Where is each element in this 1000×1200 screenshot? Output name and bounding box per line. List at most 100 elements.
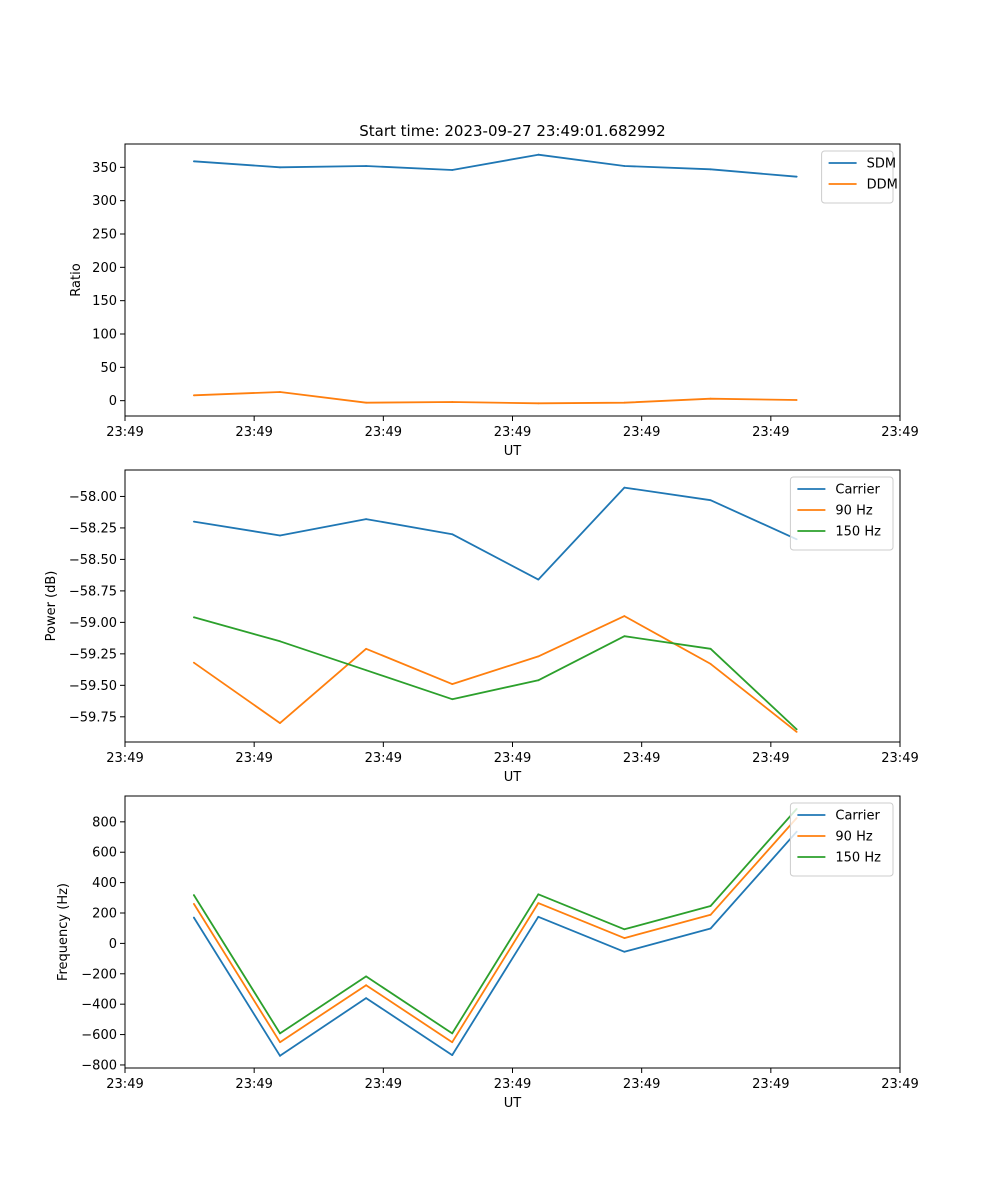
data-point-sdm	[795, 175, 798, 178]
data-point-90-hz	[192, 661, 195, 664]
x-tick-label: 23:49	[623, 425, 660, 440]
data-point-ddm	[795, 399, 798, 401]
y-tick-label: −58.25	[69, 521, 117, 536]
data-point-90-hz	[537, 902, 540, 905]
data-point-sdm	[192, 160, 195, 163]
data-point-90-hz	[279, 722, 281, 725]
x-tick-label: 23:49	[623, 751, 660, 766]
chart-3: 23:49 23:49 23:49 23:49 23:49 23:49 23:49 800 60…	[56, 795, 919, 1111]
y-tick-label: 200	[92, 261, 117, 276]
series-line-sdm	[193, 153, 797, 178]
data-point-150-hz	[709, 905, 712, 907]
x-tick-label: 23:49	[106, 751, 143, 766]
y-tick-label: −59.75	[69, 710, 117, 725]
legend: Carrier 90 Hz 150 Hz	[789, 802, 894, 877]
y-axis-label: Ratio	[69, 263, 84, 296]
data-point-150-hz	[365, 669, 368, 672]
y-axis-label: Power (dB)	[44, 571, 59, 642]
data-point-150-hz	[451, 698, 454, 701]
axes-frame	[124, 469, 901, 743]
y-tick-label: −58.50	[69, 553, 117, 568]
axes-frame	[124, 795, 901, 1069]
legend-label: 90 Hz	[835, 830, 872, 845]
data-point-carrier	[279, 534, 281, 537]
data-point-150-hz	[279, 1032, 281, 1035]
y-tick-label: −58.00	[69, 490, 117, 505]
x-tick-label: 23:49	[494, 751, 531, 766]
data-point-sdm	[537, 153, 540, 156]
data-point-carrier	[192, 916, 195, 919]
data-point-sdm	[365, 165, 368, 167]
y-tick-label: 600	[92, 846, 117, 861]
data-point-carrier	[451, 1054, 454, 1056]
data-point-150-hz	[537, 679, 540, 682]
chart-2: 23:49 23:49 23:49 23:49 23:49 23:49 23:49 −58.0…	[44, 469, 919, 785]
data-point-carrier	[192, 520, 195, 523]
data-point-sdm	[451, 169, 454, 171]
legend-label: DDM	[867, 178, 898, 193]
legend-box	[821, 150, 894, 204]
x-tick-label: 23:49	[106, 1077, 143, 1092]
x-tick-label: 23:49	[235, 1077, 272, 1092]
x-tick-label: 23:49	[752, 1077, 789, 1092]
data-point-90-hz	[795, 731, 798, 733]
y-tick-label: −59.25	[69, 647, 117, 662]
data-point-150-hz	[709, 647, 712, 650]
y-tick-label: 100	[92, 328, 117, 343]
data-point-150-hz	[192, 894, 195, 896]
y-tick-label: −59.50	[69, 679, 117, 694]
data-point-sdm	[279, 166, 281, 169]
axes-frame	[124, 143, 901, 417]
x-tick-label: 23:49	[752, 425, 789, 440]
data-point-150-hz	[192, 616, 195, 619]
x-tick-label: 23:49	[235, 425, 272, 440]
x-tick-label: 23:49	[106, 425, 143, 440]
y-tick-label: −58.75	[69, 584, 117, 599]
x-tick-label: 23:49	[623, 1077, 660, 1092]
data-point-ddm	[192, 394, 195, 397]
y-tick-label: −200	[81, 967, 117, 982]
y-tick-label: 250	[92, 228, 117, 243]
series-line-carrier	[193, 831, 798, 1057]
legend-label: 90 Hz	[835, 504, 872, 519]
y-tick-label: 350	[92, 161, 117, 176]
y-tick-label: −800	[81, 1058, 117, 1073]
series-line-90-hz	[193, 615, 798, 733]
data-point-90-hz	[451, 1041, 454, 1044]
y-tick-label: 300	[92, 194, 117, 209]
data-point-ddm	[709, 397, 712, 400]
data-point-carrier	[709, 927, 712, 930]
legend: Carrier 90 Hz 150 Hz	[789, 476, 894, 551]
legend-label: Carrier	[835, 483, 880, 498]
data-point-ddm	[623, 401, 626, 404]
x-tick-label: 23:49	[365, 425, 402, 440]
x-tick-label: 23:49	[881, 425, 918, 440]
data-point-90-hz	[192, 902, 195, 905]
data-point-150-hz	[365, 975, 368, 978]
legend-label: SDM	[867, 157, 896, 172]
x-tick-label: 23:49	[494, 1077, 531, 1092]
data-point-ddm	[451, 401, 454, 403]
legend: SDM DDM	[821, 150, 898, 204]
data-point-carrier	[279, 1054, 281, 1057]
data-point-90-hz	[709, 913, 712, 916]
data-point-150-hz	[537, 893, 540, 896]
series-line-carrier	[193, 486, 798, 581]
data-point-90-hz	[623, 615, 626, 617]
data-point-150-hz	[451, 1032, 454, 1035]
data-point-150-hz	[623, 928, 626, 931]
data-point-sdm	[623, 165, 626, 167]
data-point-sdm	[709, 168, 712, 171]
x-tick-label: 23:49	[365, 751, 402, 766]
x-axis-label: UT	[504, 770, 522, 785]
legend-label: Carrier	[835, 809, 880, 824]
data-point-150-hz	[795, 728, 798, 731]
data-point-carrier	[623, 486, 626, 489]
legend-label: 150 Hz	[835, 851, 881, 866]
x-tick-label: 23:49	[752, 751, 789, 766]
series-line-150-hz	[193, 808, 798, 1035]
data-point-150-hz	[623, 635, 626, 638]
charts-container: 23:49 23:49 23:49 23:49 23:49 23:49 23:49 0 50 10…	[44, 143, 919, 1111]
data-point-carrier	[537, 915, 540, 918]
